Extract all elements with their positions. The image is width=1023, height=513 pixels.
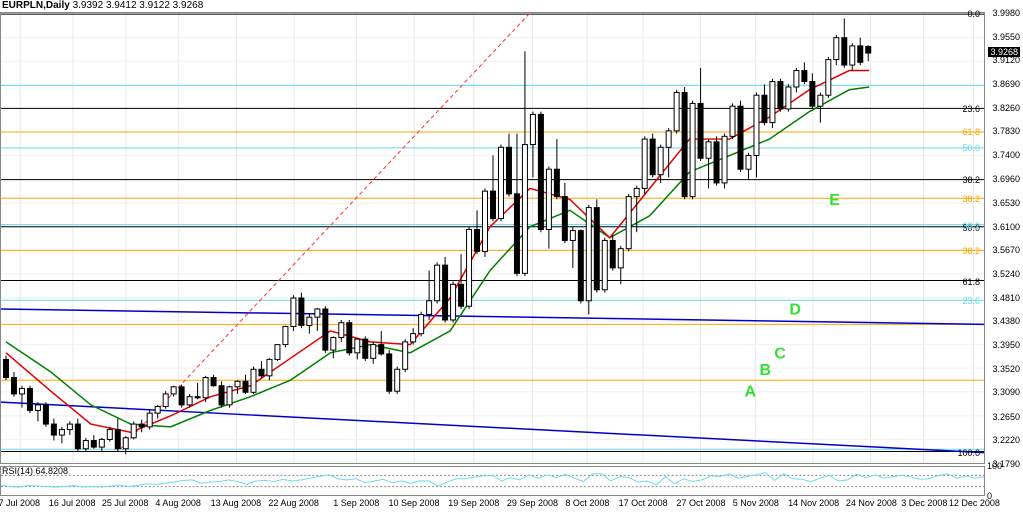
svg-text:C: C xyxy=(774,345,786,362)
y-tick-label: 3.9550 xyxy=(992,32,1020,42)
x-tick-label: 4 Aug 2008 xyxy=(155,498,201,508)
y-tick-label: 3.3520 xyxy=(992,364,1020,374)
fib-label-color: 38.2 xyxy=(962,246,980,256)
y-tick-label: 3.6960 xyxy=(992,174,1020,184)
y-tick-label: 3.2220 xyxy=(992,435,1020,445)
x-tick-label: 16 Jul 2008 xyxy=(49,498,96,508)
main-svg: ABC D E xyxy=(1,13,984,463)
x-tick-label: 1 Sep 2008 xyxy=(333,498,379,508)
rsi-svg xyxy=(1,467,984,495)
main-price-chart[interactable]: ABCDE 0.023.638.250.061.8100.061.850.038… xyxy=(0,12,985,464)
svg-text:E: E xyxy=(829,192,840,209)
x-tick-label: 19 Sep 2008 xyxy=(448,498,499,508)
fib-label: 61.8 xyxy=(962,277,980,287)
x-tick-label: 8 Oct 2008 xyxy=(565,498,609,508)
fib-label: 38.2 xyxy=(962,175,980,185)
y-tick-label: 3.3090 xyxy=(992,387,1020,397)
price-y-axis: 3.99803.95503.91203.86903.82603.78303.74… xyxy=(985,12,1022,464)
y-tick-label: 3.4810 xyxy=(992,293,1020,303)
fib-label-color: 23.6 xyxy=(962,296,980,306)
x-tick-label: 14 Nov 2008 xyxy=(788,498,839,508)
y-tick-label: 3.5240 xyxy=(992,269,1020,279)
x-tick-label: 12 Dec 2008 xyxy=(949,498,1000,508)
date-x-axis: 7 Jul 2008 16 Jul 2008 25 Jul 2008 4 Aug 20… xyxy=(0,498,985,513)
fib-label: 23.6 xyxy=(962,104,980,114)
rsi-title: RSI(14) 64.8208 xyxy=(2,466,68,476)
svg-text:D: D xyxy=(789,301,801,318)
x-tick-label: 22 Aug 2008 xyxy=(268,498,319,508)
x-tick-label: 10 Sep 2008 xyxy=(388,498,439,508)
y-tick-label: 3.7400 xyxy=(992,150,1020,160)
fib-label-color: 50.0 xyxy=(962,143,980,153)
x-tick-label: 3 Dec 2008 xyxy=(901,498,947,508)
y-tick-label: 3.9980 xyxy=(992,8,1020,18)
fib-label-color: 38.2 xyxy=(962,194,980,204)
x-tick-label: 27 Oct 2008 xyxy=(676,498,725,508)
x-tick-label: 7 Jul 2008 xyxy=(0,498,40,508)
y-tick-label: 3.8690 xyxy=(992,79,1020,89)
ohlc-label: 3.9392 3.9412 3.9122 3.9268 xyxy=(73,0,204,11)
rsi-y-tick: 100 xyxy=(987,461,1002,471)
x-tick-label: 13 Aug 2008 xyxy=(211,498,262,508)
y-tick-label: 3.3950 xyxy=(992,340,1020,350)
chart-title: EURPLN,Daily 3.9392 3.9412 3.9122 3.9268 xyxy=(2,0,203,11)
x-tick-label: 25 Jul 2008 xyxy=(102,498,149,508)
svg-text:A: A xyxy=(744,384,756,401)
y-tick-label: 3.4380 xyxy=(992,316,1020,326)
y-tick-label: 3.7830 xyxy=(992,126,1020,136)
fib-label-color: 61.8 xyxy=(962,127,980,137)
x-tick-label: 29 Sep 2008 xyxy=(507,498,558,508)
rsi-y-tick: 0 xyxy=(987,491,992,501)
fib-label: 100.0 xyxy=(957,448,980,458)
fib-label-color: 38.2 xyxy=(962,221,980,231)
chart-root: EURPLN,Daily 3.9392 3.9412 3.9122 3.9268… xyxy=(0,0,1023,513)
fib-label: 0.0 xyxy=(967,9,980,19)
x-tick-label: 5 Nov 2008 xyxy=(733,498,779,508)
y-tick-label: 3.8260 xyxy=(992,103,1020,113)
last-price-box: 3.9268 xyxy=(988,47,1020,57)
svg-text:B: B xyxy=(759,362,771,379)
y-tick-label: 3.6530 xyxy=(992,198,1020,208)
x-tick-label: 24 Nov 2008 xyxy=(846,498,897,508)
symbol-label: EURPLN,Daily xyxy=(2,0,70,11)
y-tick-label: 3.2650 xyxy=(992,412,1020,422)
y-tick-label: 3.6100 xyxy=(992,222,1020,232)
x-tick-label: 17 Oct 2008 xyxy=(619,498,668,508)
y-tick-label: 3.5670 xyxy=(992,245,1020,255)
rsi-indicator-chart[interactable] xyxy=(0,466,985,496)
